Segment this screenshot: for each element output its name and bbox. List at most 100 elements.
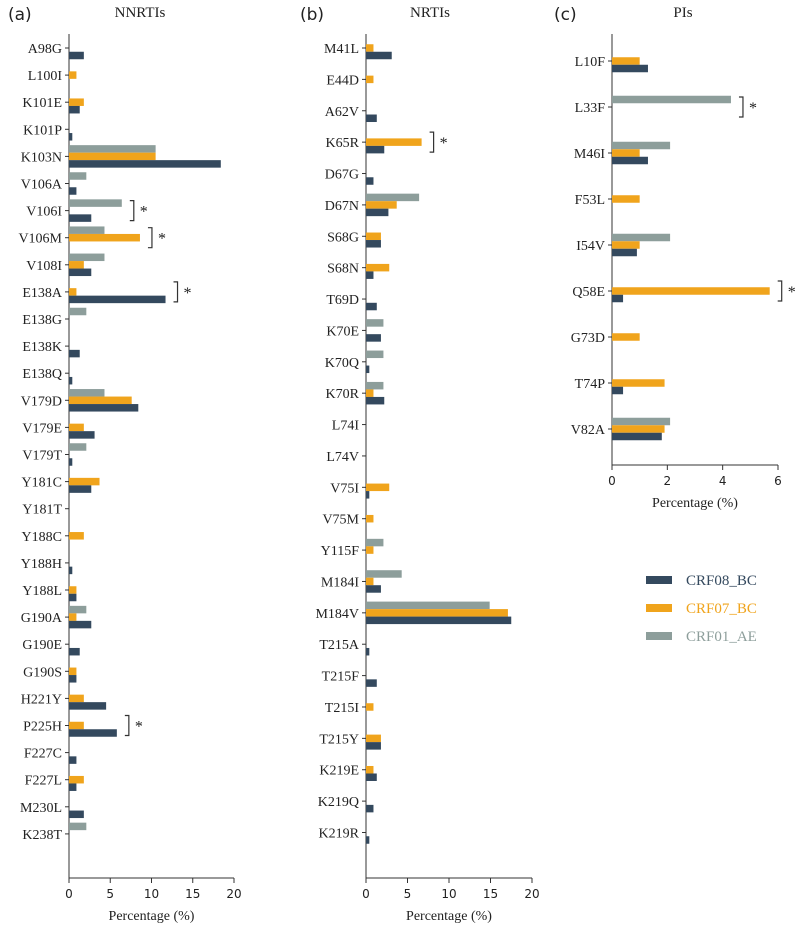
- bar-crf08-bc: [69, 458, 73, 466]
- legend-swatch-crf08-bc: [646, 576, 672, 584]
- bar-crf08-bc: [366, 51, 392, 60]
- bar-crf07-bc: [69, 288, 77, 296]
- bar-crf01-ae: [612, 233, 671, 242]
- bar-crf08-bc: [612, 386, 624, 395]
- bar-crf08-bc: [366, 114, 377, 123]
- bar-crf08-bc: [612, 432, 662, 441]
- bar-crf08-bc: [612, 64, 648, 73]
- bar-crf01-ae: [69, 443, 87, 451]
- bar-crf08-bc: [366, 773, 377, 781]
- bar-crf08-bc: [366, 804, 374, 813]
- category-label: V106M: [18, 232, 62, 247]
- panel-letter: (b): [300, 5, 324, 25]
- bar-crf07-bc: [69, 586, 77, 594]
- x-axis-label: Percentage (%): [406, 909, 492, 924]
- category-label: V82A: [571, 423, 606, 438]
- bar-crf07-bc: [366, 765, 374, 774]
- bar-crf01-ae: [69, 199, 122, 207]
- panel-letter: (c): [554, 5, 577, 25]
- category-label: K238T: [22, 828, 62, 843]
- bar-crf07-bc: [612, 57, 640, 65]
- category-label: L74I: [332, 419, 360, 434]
- category-label: K70E: [326, 324, 359, 339]
- legend-swatch-crf01-ae: [646, 632, 672, 640]
- bar-crf07-bc: [366, 389, 374, 397]
- category-label: Y188C: [22, 530, 62, 545]
- category-label: V75M: [322, 513, 359, 528]
- x-tick-label: 2: [664, 474, 672, 488]
- bar-crf08-bc: [366, 177, 374, 185]
- category-label: K219Q: [318, 795, 359, 810]
- bar-crf07-bc: [366, 483, 390, 492]
- category-label: L33F: [575, 101, 606, 116]
- significance-bracket: [173, 281, 179, 303]
- bar-crf07-bc: [69, 233, 140, 242]
- bar-crf01-ae: [612, 417, 671, 426]
- category-label: M184I: [321, 575, 359, 590]
- category-label: T215A: [319, 638, 360, 653]
- bar-crf08-bc: [366, 679, 377, 687]
- bar-crf07-bc: [366, 263, 390, 272]
- panel-title: PIs: [673, 5, 692, 21]
- bar-crf08-bc: [69, 349, 80, 358]
- category-label: Q58E: [572, 285, 605, 300]
- panel-title: NRTIs: [410, 5, 450, 21]
- bar-crf08-bc: [69, 702, 107, 710]
- bar-crf01-ae: [366, 381, 384, 390]
- significance-star: *: [135, 719, 143, 736]
- category-label: M184V: [315, 607, 359, 622]
- x-tick-label: 0: [65, 887, 73, 901]
- bar-crf07-bc: [612, 241, 640, 249]
- legend-label: CRF08_BC: [686, 573, 757, 589]
- bar-crf01-ae: [69, 822, 87, 831]
- bar-crf07-bc: [366, 232, 381, 241]
- bar-crf01-ae: [366, 319, 384, 327]
- bar-crf07-bc: [69, 423, 84, 432]
- category-label: T215F: [322, 670, 360, 685]
- category-label: Y181T: [22, 503, 62, 518]
- category-label: V75I: [330, 481, 359, 496]
- bar-crf08-bc: [69, 620, 92, 629]
- x-tick-label: 20: [226, 887, 241, 901]
- bar-crf08-bc: [69, 783, 77, 791]
- bar-crf01-ae: [366, 538, 384, 547]
- bar-crf08-bc: [366, 365, 370, 374]
- bar-crf07-bc: [69, 667, 77, 676]
- bar-crf01-ae: [69, 307, 87, 316]
- bar-crf08-bc: [69, 729, 117, 737]
- bar-crf08-bc: [69, 133, 73, 141]
- bar-crf07-bc: [612, 425, 665, 433]
- x-tick-label: 5: [106, 887, 114, 901]
- x-tick-label: 20: [524, 887, 539, 901]
- bar-crf07-bc: [366, 75, 374, 84]
- significance-bracket: [429, 131, 435, 153]
- x-tick-label: 5: [404, 887, 412, 901]
- bar-crf07-bc: [612, 287, 770, 295]
- category-label: M230L: [20, 801, 62, 816]
- significance-bracket: [777, 280, 783, 302]
- bar-crf08-bc: [69, 431, 95, 439]
- bar-crf07-bc: [69, 477, 100, 486]
- bar-crf08-bc: [69, 810, 84, 819]
- bar-crf08-bc: [69, 566, 73, 575]
- category-label: T215Y: [319, 732, 359, 747]
- category-label: Y188H: [21, 557, 62, 572]
- bar-crf07-bc: [69, 71, 77, 79]
- bar-crf08-bc: [69, 675, 77, 683]
- x-tick-label: 6: [774, 474, 782, 488]
- category-label: A62V: [325, 105, 359, 120]
- category-label: D67N: [325, 199, 359, 214]
- bar-crf08-bc: [366, 334, 381, 342]
- significance-bracket: [147, 227, 153, 249]
- bar-crf08-bc: [366, 302, 377, 311]
- category-label: T69D: [326, 293, 359, 308]
- category-label: V179E: [22, 421, 62, 436]
- significance-star: *: [184, 285, 192, 302]
- bar-crf07-bc: [69, 721, 84, 730]
- panel-letter: (a): [8, 5, 32, 25]
- category-label: L10F: [575, 55, 606, 70]
- bar-crf08-bc: [69, 404, 139, 412]
- bar-crf07-bc: [366, 609, 508, 617]
- bar-crf07-bc: [69, 152, 156, 161]
